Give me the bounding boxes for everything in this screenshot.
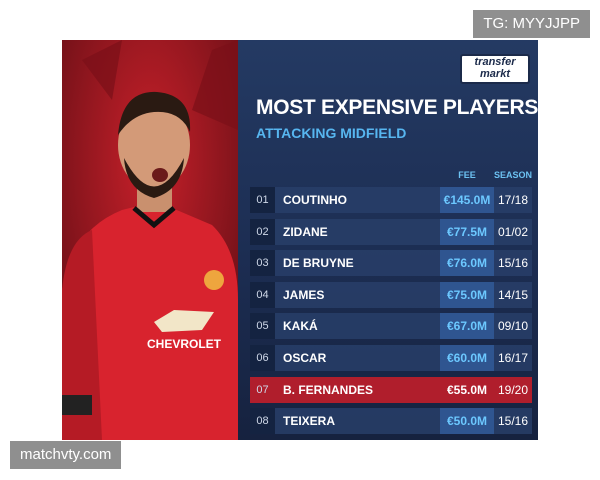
- player-name: ZIDANE: [283, 224, 328, 239]
- table-row: 05 KAKÁ €67.0M 09/10: [250, 313, 532, 340]
- infographic: CHEVROLET transfer markt MOST EXPENSIVE …: [62, 40, 538, 440]
- table-row: 06 OSCAR €60.0M 16/17: [250, 345, 532, 371]
- player-name: TEIXERA: [283, 414, 336, 429]
- rank: 04: [250, 281, 275, 308]
- rank: 03: [250, 250, 275, 277]
- season: 16/17: [497, 351, 529, 365]
- season: 15/16: [497, 256, 529, 271]
- table-row: 01 COUTINHO €145.0M 17/18: [250, 187, 532, 213]
- rank: 06: [250, 345, 275, 371]
- table-row: 03 DE BRUYNE €76.0M 15/16: [250, 250, 532, 277]
- player-name: B. FERNANDES: [283, 382, 374, 397]
- column-header: FEE: [458, 170, 476, 180]
- logo: transfer markt: [460, 54, 530, 84]
- season: 01/02: [497, 224, 529, 239]
- rank: 02: [250, 218, 275, 245]
- title: MOST EXPENSIVE PLAYERS: [256, 96, 538, 119]
- season: 14/15: [497, 287, 529, 302]
- season: 17/18: [497, 193, 529, 207]
- player-name: DE BRUYNE: [283, 256, 354, 271]
- player-name: JAMES: [283, 287, 325, 302]
- fee: €60.0M: [440, 345, 494, 371]
- player-photo: CHEVROLET: [62, 40, 238, 440]
- fee: €145.0M: [440, 187, 494, 213]
- rank: 01: [250, 187, 275, 213]
- subtitle: ATTACKING MIDFIELD: [256, 125, 407, 141]
- column-header: SEASON: [494, 170, 533, 180]
- table-row: 02 ZIDANE €77.5M 01/02: [250, 218, 532, 245]
- table-row: 07 B. FERNANDES €55.0M 19/20: [250, 376, 532, 403]
- fee: €55.0M: [440, 376, 494, 403]
- shirt-sponsor: CHEVROLET: [147, 337, 222, 351]
- fee: €76.0M: [440, 250, 494, 277]
- table-panel: transfer markt MOST EXPENSIVE PLAYERS AT…: [238, 40, 538, 440]
- table-row: 04 JAMES €75.0M 14/15: [250, 281, 532, 308]
- rank: 07: [250, 376, 275, 403]
- player-name: KAKÁ: [283, 319, 318, 334]
- player-name: COUTINHO: [283, 193, 347, 207]
- fee: €50.0M: [440, 408, 494, 435]
- fee: €67.0M: [440, 313, 494, 340]
- fee: €75.0M: [440, 281, 494, 308]
- rank: 05: [250, 313, 275, 340]
- logo-text: transfer: [474, 56, 516, 68]
- logo-text: markt: [480, 68, 510, 80]
- watermark: TG: MYYJJPP: [473, 10, 590, 38]
- season: 09/10: [497, 319, 529, 334]
- watermark: matchvty.com: [10, 441, 122, 469]
- rank: 08: [250, 408, 275, 435]
- fee: €77.5M: [440, 218, 494, 245]
- table-row: 08 TEIXERA €50.0M 15/16: [250, 408, 532, 435]
- season: 19/20: [497, 382, 529, 397]
- player-name: OSCAR: [283, 351, 327, 365]
- season: 15/16: [497, 414, 529, 429]
